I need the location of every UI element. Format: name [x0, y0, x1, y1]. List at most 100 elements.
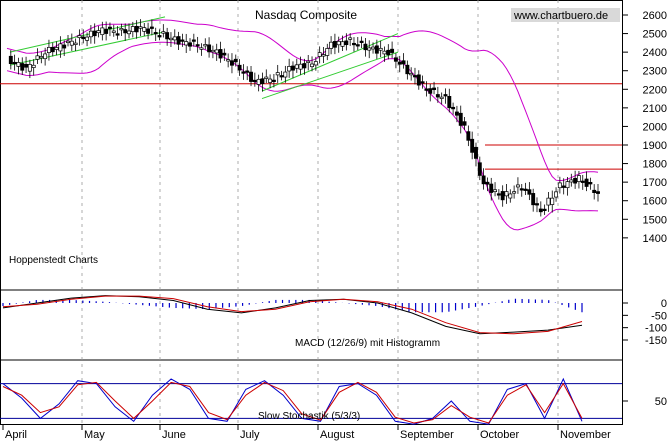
candle-body	[214, 49, 219, 54]
candle-body	[104, 28, 109, 34]
candle-body	[115, 33, 120, 36]
stochastic-title: Slow Stochastik (5/3/3)	[258, 411, 360, 422]
candle-body	[199, 47, 204, 50]
candle-body	[58, 43, 63, 52]
candle-body	[428, 88, 433, 94]
watermark-text: www.chartbuero.de	[513, 10, 608, 22]
candle-body	[432, 87, 436, 91]
y-tick-label: 2000	[643, 121, 667, 133]
candle-body	[210, 49, 215, 53]
candle-body	[596, 191, 600, 194]
candle-body	[165, 32, 170, 40]
candle-body	[382, 50, 387, 55]
candle-body	[176, 36, 181, 45]
candle-body	[230, 60, 234, 66]
signal-line	[2, 295, 583, 335]
candle-body	[39, 56, 44, 59]
candle-body	[92, 30, 97, 37]
candle-body	[302, 63, 307, 69]
candle-body	[409, 73, 414, 76]
candle-body	[241, 71, 246, 74]
candle-body	[367, 47, 372, 51]
candle-body	[413, 75, 417, 78]
y-tick-label: 2400	[643, 47, 667, 59]
candle-body	[138, 26, 143, 29]
candle-body	[31, 64, 36, 68]
candle-body	[424, 88, 429, 91]
candle-body	[355, 44, 360, 47]
y-tick-label: -50	[651, 310, 667, 322]
candle-body	[374, 45, 379, 54]
candle-body	[85, 36, 90, 41]
candle-body	[172, 36, 177, 41]
candle-body	[43, 53, 48, 60]
candle-body	[62, 44, 67, 49]
candle-body	[275, 72, 280, 76]
candle-body	[344, 40, 349, 46]
candle-body	[291, 65, 295, 71]
candle-body	[466, 131, 471, 141]
y-tick-label: 2600	[643, 10, 667, 22]
x-tick-label: June	[162, 429, 186, 441]
trend-channel-line	[9, 31, 166, 66]
candle-body	[542, 208, 547, 212]
y-tick-label: 2200	[643, 84, 667, 96]
candle-body	[378, 47, 383, 51]
candle-body	[24, 63, 29, 68]
candle-body	[249, 71, 253, 82]
candle-body	[538, 208, 543, 213]
candle-body	[504, 191, 509, 197]
candle-body	[359, 40, 364, 43]
candle-body	[310, 63, 314, 68]
candle-body	[191, 39, 196, 42]
candle-body	[73, 42, 78, 45]
candle-body	[535, 203, 539, 206]
candle-body	[565, 181, 570, 189]
candle-body	[66, 40, 70, 43]
y-tick-label: 1600	[643, 196, 667, 208]
candle-body	[512, 191, 517, 194]
candle-body	[420, 81, 425, 84]
candle-body	[111, 30, 116, 33]
candle-body	[100, 27, 105, 36]
candle-body	[279, 75, 284, 78]
candle-body	[371, 46, 375, 50]
candle-body	[515, 184, 520, 188]
candle-body	[576, 175, 581, 182]
candle-body	[81, 36, 86, 40]
candle-body	[233, 58, 238, 63]
candle-body	[157, 35, 162, 38]
chart-title: Nasdaq Composite	[255, 8, 357, 22]
candle-body	[119, 28, 124, 31]
candle-body	[485, 181, 490, 185]
plot-frame	[0, 0, 623, 425]
candle-body	[573, 177, 578, 184]
candle-body	[96, 30, 101, 34]
x-tick-label: August	[320, 429, 354, 441]
candle-body	[557, 182, 562, 189]
candle-body	[218, 49, 223, 59]
candle-body	[443, 94, 448, 97]
trend-channel-line	[261, 51, 399, 100]
candle-body	[405, 64, 410, 75]
candle-body	[306, 60, 311, 63]
candle-body	[16, 62, 21, 67]
candle-body	[569, 179, 574, 183]
candle-body	[184, 41, 189, 46]
candle-body	[519, 188, 524, 191]
candle-body	[554, 191, 559, 198]
candle-body	[207, 44, 212, 53]
candle-body	[352, 42, 356, 46]
bollinger-lower	[6, 41, 599, 231]
x-tick-label: October	[480, 429, 519, 441]
candle-body	[146, 28, 151, 34]
y-tick-label: 1700	[643, 177, 667, 189]
candle-body	[20, 63, 25, 71]
candle-body	[588, 181, 593, 185]
candle-body	[447, 96, 452, 109]
candle-body	[298, 63, 303, 70]
candle-body	[584, 178, 589, 187]
candle-body	[390, 48, 395, 53]
